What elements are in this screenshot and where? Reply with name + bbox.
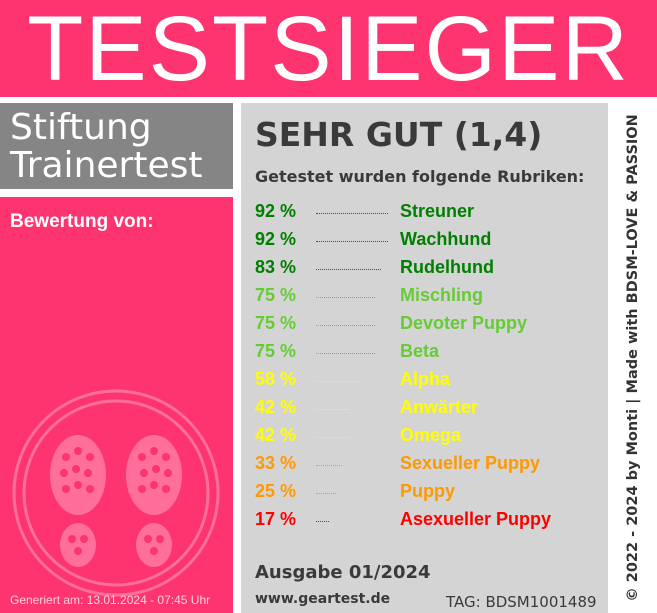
overall-grade: SEHR GUT (1,4) bbox=[255, 115, 543, 154]
category-percent: 17 % bbox=[255, 509, 297, 529]
category-name: Puppy bbox=[400, 481, 456, 501]
testsieger-banner: TESTSIEGER bbox=[0, 0, 657, 100]
category-row: 42 % Omega bbox=[255, 421, 605, 449]
category-row: 92 % Streuner bbox=[255, 197, 605, 225]
bewertung-label: Bewertung von: bbox=[10, 211, 154, 232]
category-list: 92 % Streuner 92 % Wachhund 83 % Rudelhund … bbox=[255, 197, 605, 533]
category-percent: 92 % bbox=[255, 229, 297, 249]
category-percent: 42 % bbox=[255, 425, 297, 445]
category-percent: 33 % bbox=[255, 453, 297, 473]
category-row: 92 % Wachhund bbox=[255, 225, 605, 253]
copyright-strip: © 2022 - 2024 by Monti | Made with BDSM-… bbox=[608, 103, 657, 613]
category-row: 75 % Beta bbox=[255, 337, 605, 365]
category-row: 25 % Puppy bbox=[255, 477, 605, 505]
edition-label: Ausgabe 01/2024 bbox=[255, 562, 431, 583]
website-link[interactable]: www.geartest.de bbox=[255, 591, 391, 607]
category-row: 83 % Rudelhund bbox=[255, 253, 605, 281]
leader-dots bbox=[316, 241, 388, 242]
leader-dots bbox=[316, 353, 375, 354]
category-percent: 42 % bbox=[255, 397, 297, 417]
category-row: 33 % Sexueller Puppy bbox=[255, 449, 605, 477]
banner-title: TESTSIEGER bbox=[27, 0, 630, 100]
category-name: Sexueller Puppy bbox=[400, 453, 541, 473]
category-name: Beta bbox=[400, 341, 440, 361]
stiftung-line1: Stiftung bbox=[10, 107, 152, 148]
tag-id: TAG: BDSM1001489 bbox=[446, 593, 597, 611]
category-row: 75 % Mischling bbox=[255, 281, 605, 309]
category-row: 58 % Alpha bbox=[255, 365, 605, 393]
category-name: Alpha bbox=[400, 369, 451, 389]
leader-dots bbox=[316, 381, 361, 382]
leader-dots bbox=[316, 493, 336, 494]
category-name: Wachhund bbox=[400, 229, 492, 249]
category-name: Rudelhund bbox=[400, 257, 494, 277]
categories-intro: Getestet wurden folgende Rubriken: bbox=[255, 167, 585, 186]
leader-dots bbox=[316, 325, 375, 326]
category-name: Devoter Puppy bbox=[400, 313, 528, 333]
category-name: Anwärter bbox=[400, 397, 479, 417]
category-percent: 75 % bbox=[255, 313, 297, 333]
category-row: 42 % Anwärter bbox=[255, 393, 605, 421]
stiftung-trainertest-box: Stiftung Trainertest bbox=[0, 103, 233, 189]
generated-timestamp: Generiert am: 13.01.2024 - 07:45 Uhr bbox=[10, 593, 211, 607]
category-row: 17 % Asexueller Puppy bbox=[255, 505, 605, 533]
leader-dots bbox=[316, 269, 381, 270]
category-name: Mischling bbox=[400, 285, 484, 305]
category-percent: 25 % bbox=[255, 481, 297, 501]
leader-dots bbox=[316, 521, 329, 522]
leader-dots bbox=[316, 297, 375, 298]
left-panel: Bewertung von: Generiert am: 13.01.2024 … bbox=[0, 197, 233, 613]
category-percent: 92 % bbox=[255, 201, 297, 221]
category-name: Asexueller Puppy bbox=[400, 509, 552, 529]
category-percent: 83 % bbox=[255, 257, 297, 277]
copyright-text: © 2022 - 2024 by Monti | Made with BDSM-… bbox=[625, 114, 641, 602]
leader-dots bbox=[316, 465, 342, 466]
leader-dots bbox=[316, 213, 388, 214]
rating-panel: SEHR GUT (1,4) Getestet wurden folgende … bbox=[241, 103, 608, 613]
footprints-seal-icon bbox=[12, 389, 220, 597]
category-name: Omega bbox=[400, 425, 462, 445]
category-row: 75 % Devoter Puppy bbox=[255, 309, 605, 337]
category-percent: 75 % bbox=[255, 285, 297, 305]
category-percent: 75 % bbox=[255, 341, 297, 361]
leader-dots bbox=[316, 437, 349, 438]
category-percent: 58 % bbox=[255, 369, 297, 389]
leader-dots bbox=[316, 409, 349, 410]
category-name: Streuner bbox=[400, 201, 475, 221]
stiftung-line2: Trainertest bbox=[10, 145, 203, 186]
